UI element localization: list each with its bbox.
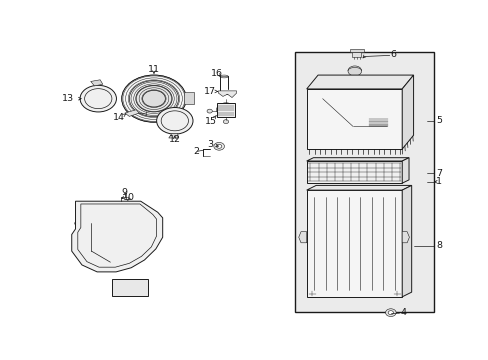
Text: 11: 11 [148, 65, 160, 74]
Text: 17: 17 [203, 87, 215, 96]
Polygon shape [306, 190, 401, 297]
Circle shape [385, 309, 395, 316]
Polygon shape [90, 80, 102, 86]
Polygon shape [306, 161, 401, 183]
Polygon shape [298, 232, 306, 243]
Text: 16: 16 [210, 69, 222, 78]
Text: 7: 7 [435, 169, 442, 178]
Text: 10: 10 [123, 193, 135, 202]
Polygon shape [401, 185, 411, 297]
Text: 5: 5 [435, 116, 442, 125]
Circle shape [387, 311, 393, 315]
Polygon shape [401, 158, 408, 183]
Bar [311, 195, 396, 291]
Polygon shape [306, 89, 401, 149]
Circle shape [80, 207, 86, 212]
Polygon shape [401, 232, 408, 243]
Circle shape [216, 103, 235, 117]
Polygon shape [351, 51, 361, 57]
Circle shape [122, 75, 186, 122]
Circle shape [75, 221, 81, 226]
Text: 14: 14 [113, 113, 124, 122]
Circle shape [213, 143, 224, 150]
Polygon shape [168, 134, 178, 138]
Text: 13: 13 [62, 94, 74, 103]
Circle shape [142, 90, 165, 107]
Circle shape [216, 144, 222, 148]
Circle shape [223, 120, 228, 123]
Polygon shape [112, 279, 148, 296]
Circle shape [206, 109, 212, 113]
Polygon shape [401, 75, 413, 149]
Circle shape [347, 66, 361, 76]
Text: 2: 2 [193, 147, 199, 156]
Text: 1: 1 [435, 177, 442, 186]
Circle shape [75, 242, 81, 247]
Polygon shape [218, 91, 236, 98]
Text: 12: 12 [168, 135, 181, 144]
Polygon shape [306, 75, 413, 89]
Polygon shape [349, 49, 363, 51]
Text: 9: 9 [122, 188, 127, 197]
Bar [216, 103, 235, 117]
Text: 4: 4 [400, 308, 406, 317]
Polygon shape [72, 201, 163, 272]
Circle shape [393, 291, 400, 296]
Polygon shape [124, 110, 139, 116]
Text: 15: 15 [204, 117, 216, 126]
Bar [367, 117, 388, 128]
Polygon shape [306, 185, 411, 190]
Text: 8: 8 [435, 241, 442, 250]
Bar [295, 51, 433, 312]
Text: 6: 6 [390, 50, 396, 59]
Circle shape [350, 291, 358, 297]
Polygon shape [184, 92, 193, 104]
Circle shape [136, 85, 172, 112]
Circle shape [308, 291, 315, 296]
Polygon shape [306, 158, 408, 161]
Circle shape [129, 81, 178, 117]
Bar [308, 163, 400, 181]
Circle shape [156, 108, 193, 134]
Bar [115, 282, 145, 294]
Circle shape [80, 85, 116, 112]
Text: 3: 3 [206, 140, 213, 149]
